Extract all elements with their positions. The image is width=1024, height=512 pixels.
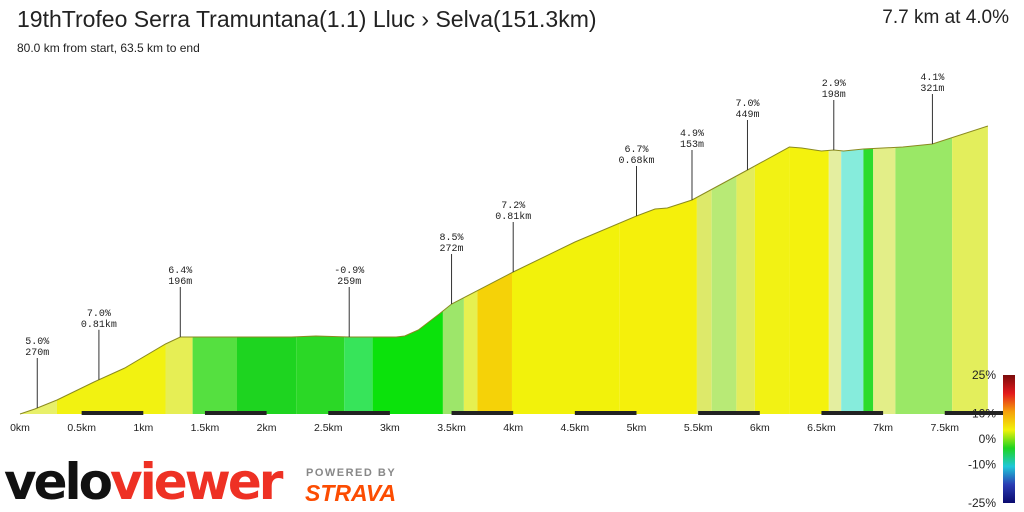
profile-segment-15 bbox=[736, 165, 755, 414]
x-tick-label: 7.5km bbox=[930, 422, 959, 434]
x-tick-label: 4km bbox=[503, 422, 523, 434]
profile-segment-21 bbox=[873, 147, 896, 414]
annotation-length: 270m bbox=[25, 348, 49, 359]
chart-title: 19thTrofeo Serra Tramuntana(1.1) Lluc › … bbox=[17, 6, 597, 32]
km-band-11 bbox=[698, 411, 760, 415]
gradient-scale-label: 10% bbox=[972, 406, 996, 420]
x-tick-label: 5km bbox=[627, 422, 647, 434]
profile-segment-12 bbox=[619, 197, 697, 414]
annotation-length: 196m bbox=[168, 277, 192, 288]
annotation-length: 153m bbox=[680, 140, 704, 151]
km-band-1 bbox=[81, 411, 144, 415]
x-tick-label: 5.5km bbox=[684, 422, 713, 434]
profile-segment-0 bbox=[20, 400, 57, 414]
chart-subtitle: 80.0 km from start, 63.5 km to end bbox=[17, 41, 200, 55]
x-tick-label: 2.5km bbox=[314, 422, 343, 434]
x-tick-label: 2km bbox=[257, 422, 277, 434]
x-tick-label: 0km bbox=[10, 422, 30, 434]
annotation-grade: 6.4% bbox=[168, 266, 192, 277]
profile-segment-10 bbox=[477, 272, 512, 414]
profile-segment-17 bbox=[789, 147, 829, 414]
profile-segment-22 bbox=[895, 137, 953, 414]
gradient-scale-label: -10% bbox=[968, 458, 996, 472]
km-band-5 bbox=[328, 411, 390, 415]
km-band-9 bbox=[574, 411, 637, 415]
gradient-scale-bar bbox=[1003, 375, 1015, 503]
climb-summary: 7.7 km at 4.0% bbox=[882, 7, 1009, 28]
x-tick-label: 3km bbox=[380, 422, 400, 434]
km-band-7 bbox=[451, 411, 514, 415]
annotation-grade: 7.0% bbox=[735, 99, 759, 110]
annotation-length: 321m bbox=[920, 84, 944, 95]
powered-by-label: POWERED BY bbox=[306, 467, 397, 479]
profile-segment-9 bbox=[463, 290, 478, 414]
x-tick-label: 1km bbox=[133, 422, 153, 434]
profile-segment-3 bbox=[192, 337, 238, 414]
x-tick-label: 3.5km bbox=[437, 422, 466, 434]
annotation-length: 0.68km bbox=[618, 155, 654, 167]
x-tick-label: 6km bbox=[750, 422, 770, 434]
annotation-grade: 7.0% bbox=[87, 309, 111, 320]
profile-segment-6 bbox=[344, 336, 373, 414]
x-tick-label: 6.5km bbox=[807, 422, 836, 434]
gradient-scale-label: -25% bbox=[968, 496, 996, 510]
annotation-grade: 8.5% bbox=[440, 233, 464, 244]
km-band-3 bbox=[204, 411, 267, 415]
annotation-length: 272m bbox=[440, 244, 464, 255]
km-band-15 bbox=[944, 411, 1007, 415]
profile-segment-5 bbox=[296, 336, 345, 414]
annotation-grade: 2.9% bbox=[822, 79, 846, 90]
profile-segment-4 bbox=[237, 336, 297, 414]
annotation-length: 259m bbox=[337, 277, 361, 288]
profile-segment-2 bbox=[165, 337, 193, 414]
profile-segment-23 bbox=[952, 126, 988, 414]
x-tick-label: 1.5km bbox=[191, 422, 220, 434]
x-tick-label: 0.5km bbox=[67, 422, 96, 434]
annotation-length: 0.81km bbox=[495, 211, 531, 223]
gradient-scale-label: 0% bbox=[979, 432, 997, 446]
profile-segment-16 bbox=[754, 147, 790, 414]
gradient-scale-label: 25% bbox=[972, 368, 996, 382]
annotation-length: 0.81km bbox=[81, 319, 117, 331]
x-tick-label: 7km bbox=[873, 422, 893, 434]
profile-segment-7 bbox=[372, 311, 443, 414]
profile-segment-14 bbox=[711, 176, 737, 414]
profile-segment-13 bbox=[696, 189, 712, 414]
logo-text-velo: velo bbox=[4, 453, 113, 511]
annotation-length: 449m bbox=[735, 110, 759, 121]
annotation-grade: 7.2% bbox=[501, 201, 525, 212]
profile-segment-18 bbox=[828, 150, 842, 414]
annotation-grade: 5.0% bbox=[25, 337, 49, 348]
annotation-grade: -0.9% bbox=[334, 266, 364, 277]
annotation-grade: 4.1% bbox=[920, 73, 944, 84]
profile-segment-11 bbox=[511, 223, 620, 414]
veloviewer-logo[interactable]: veloviewer bbox=[4, 452, 283, 512]
profile-segment-20 bbox=[863, 148, 874, 414]
strava-logo[interactable]: STRAVA bbox=[305, 480, 397, 506]
profile-segment-1 bbox=[56, 344, 166, 414]
km-band-13 bbox=[821, 411, 884, 415]
x-tick-label: 4.5km bbox=[561, 422, 590, 434]
annotation-length: 198m bbox=[822, 90, 846, 101]
logo-text-viewer: viewer bbox=[110, 453, 283, 511]
annotation-grade: 4.9% bbox=[680, 129, 704, 140]
profile-segment-8 bbox=[442, 297, 464, 414]
annotation-grade: 6.7% bbox=[624, 145, 648, 156]
profile-segment-19 bbox=[841, 149, 864, 414]
